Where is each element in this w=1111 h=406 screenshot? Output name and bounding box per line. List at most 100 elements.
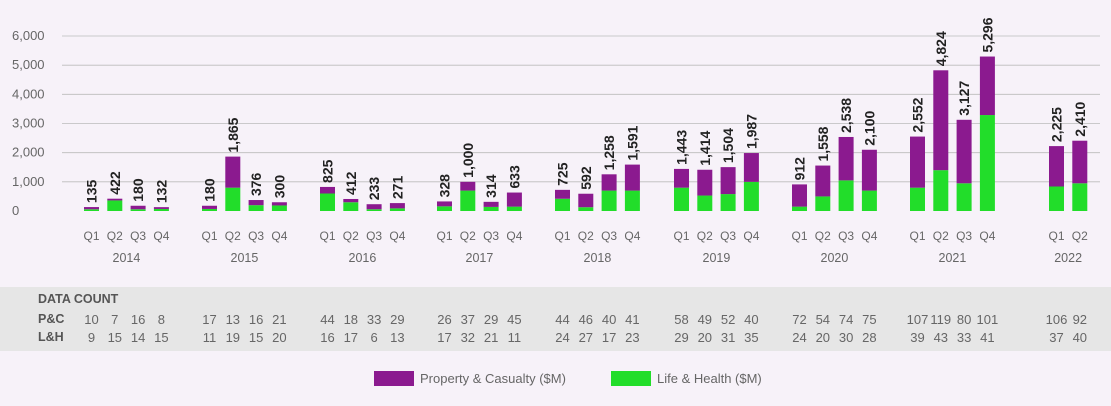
bar-value-label: 825 <box>320 159 336 183</box>
bar-value-label: 4,824 <box>933 31 949 66</box>
bar-pc <box>366 204 382 210</box>
bar-lh <box>107 200 123 211</box>
lh-count-value: 20 <box>697 330 713 345</box>
bar-lh <box>956 183 972 211</box>
quarter-label: Q2 <box>697 229 713 243</box>
lh-count-value: 27 <box>578 330 594 345</box>
pc-count-value: 26 <box>437 312 452 327</box>
bar-pc <box>956 119 972 184</box>
lh-count-value: 16 <box>320 330 335 345</box>
year-label: 2015 <box>231 251 259 265</box>
y-tick-label: 2,000 <box>12 145 45 160</box>
lh-count-value: 19 <box>225 330 241 345</box>
bar-lh <box>815 196 831 211</box>
bar-lh <box>1049 186 1064 211</box>
quarter-label: Q4 <box>861 229 877 243</box>
bar-value-label: 1,258 <box>601 135 617 170</box>
pc-count-value: 52 <box>720 312 736 327</box>
pc-count-value: 44 <box>555 312 570 327</box>
lh-count-value: 35 <box>744 330 759 345</box>
quarter-label: Q3 <box>130 229 146 243</box>
bar-value-label: 2,225 <box>1049 107 1065 142</box>
pc-count-value: 8 <box>157 312 165 327</box>
quarter-label: Q4 <box>979 229 995 243</box>
bar-pc <box>1072 140 1088 184</box>
bar-pc <box>601 174 617 191</box>
bar-lh <box>320 193 335 211</box>
year-label: 2020 <box>821 251 849 265</box>
bar-pc <box>838 136 854 181</box>
lh-count-value: 17 <box>343 330 359 345</box>
pc-count-value: 41 <box>625 312 640 327</box>
quarter-label: Q1 <box>909 229 925 243</box>
quarter-label: Q4 <box>506 229 522 243</box>
pc-count-value: 17 <box>202 312 217 327</box>
quarter-label: Q2 <box>1072 229 1088 243</box>
quarter-label: Q2 <box>225 229 241 243</box>
pc-count-value: 80 <box>956 312 972 327</box>
quarter-label: Q2 <box>578 229 594 243</box>
bar-pc <box>248 200 264 206</box>
bar-value-label: 1,443 <box>674 130 690 165</box>
bar-value-label: 1,987 <box>743 114 759 149</box>
pc-count-value: 13 <box>225 312 241 327</box>
pc-count-value: 92 <box>1072 312 1088 327</box>
year-label: 2017 <box>466 251 494 265</box>
bar-value-label: 2,538 <box>838 98 854 133</box>
bar-pc <box>979 56 995 116</box>
legend-swatch-lh <box>611 371 651 386</box>
quarter-label: Q3 <box>248 229 264 243</box>
lh-count-value: 40 <box>1072 330 1088 345</box>
bar-pc <box>460 181 476 191</box>
pc-count-value: 16 <box>130 312 146 327</box>
legend-item-lh: Life & Health ($M) <box>611 371 762 386</box>
bar-value-label: 180 <box>202 178 218 202</box>
bar-pc <box>1049 146 1064 187</box>
lh-count-value: 29 <box>674 330 689 345</box>
lh-count-value: 17 <box>601 330 617 345</box>
bar-pc <box>578 193 594 208</box>
lh-count-value: 30 <box>838 330 854 345</box>
bar-lh <box>1072 183 1088 211</box>
lh-count-label: L&H <box>38 330 64 344</box>
year-label: 2022 <box>1054 251 1082 265</box>
quarter-label: Q3 <box>720 229 736 243</box>
pc-count-value: 10 <box>84 312 99 327</box>
bar-lh <box>130 209 146 211</box>
bar-lh <box>910 187 925 211</box>
year-label: 2019 <box>703 251 731 265</box>
bar-pc <box>792 184 807 207</box>
lh-count-value: 37 <box>1049 330 1064 345</box>
bar-pc <box>483 201 499 207</box>
bar-value-label: 1,504 <box>720 128 736 163</box>
pc-count-value: 16 <box>248 312 264 327</box>
bar-lh <box>437 206 452 211</box>
year-label: 2014 <box>113 251 141 265</box>
bar-lh <box>366 209 382 211</box>
x-axis: Q1 Q2 Q3 Q4 2014 Q1 Q2 Q3 Q4 2015 Q1 Q2 Q3 Q4 2016 Q1 Q2… <box>83 229 1088 265</box>
bar-value-label: 5,296 <box>979 17 995 52</box>
year-label: 2016 <box>349 251 377 265</box>
lh-count-value: 20 <box>272 330 287 345</box>
bar-lh <box>674 187 689 211</box>
bar-pc <box>202 205 217 209</box>
pc-count-value: 40 <box>744 312 759 327</box>
bar-pc <box>84 207 99 210</box>
lh-count-value: 6 <box>370 330 378 345</box>
pc-count-value: 21 <box>272 312 287 327</box>
pc-count-value: 29 <box>390 312 405 327</box>
stacked-bar-chart: 0 1,000 2,000 3,000 4,000 5,000 6,000 135 422 18… <box>12 17 1100 265</box>
bar-lh <box>838 180 854 211</box>
bar-pc <box>815 165 831 197</box>
bar-value-label: 633 <box>506 165 522 189</box>
lh-count-value: 31 <box>720 330 736 345</box>
lh-count-value: 15 <box>248 330 264 345</box>
bar-lh <box>506 206 522 211</box>
quarter-label: Q1 <box>791 229 807 243</box>
bar-pc <box>720 167 736 195</box>
bar-lh <box>861 190 877 211</box>
lh-count-value: 43 <box>933 330 949 345</box>
year-label: 2021 <box>939 251 967 265</box>
pc-count-value: 74 <box>838 312 854 327</box>
bar-value-label: 376 <box>248 172 264 196</box>
